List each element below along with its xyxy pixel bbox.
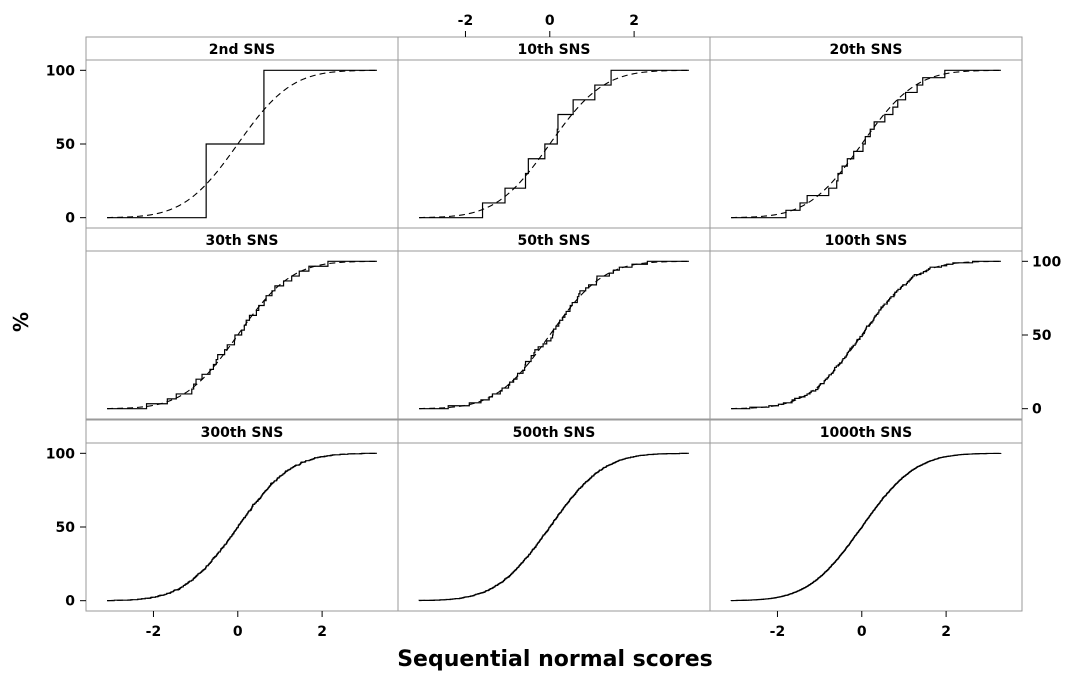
panel-50th-sns: 50th SNS — [397, 227, 711, 420]
y-tick-label: 0 — [1032, 402, 1042, 418]
normal-cdf-line — [419, 452, 689, 602]
panel-100th-sns: 100th SNS 0 50 100 — [709, 227, 1061, 420]
panel-30th-sns: 30th SNS — [85, 227, 399, 420]
panel-title: 300th SNS — [201, 425, 284, 441]
panel-frame — [85, 442, 399, 612]
panel-20th-sns: 20th SNS — [709, 36, 1023, 229]
normal-cdf-line — [731, 69, 1001, 219]
normal-cdf-line — [419, 260, 689, 410]
panel-2nd-sns: 2nd SNS 0 50 100 — [46, 36, 399, 229]
x-tick-label: -2 — [458, 13, 474, 29]
panel-title: 50th SNS — [518, 233, 591, 249]
panel-frame — [397, 442, 711, 612]
y-tick-label: 50 — [56, 137, 76, 153]
panel-frame — [397, 250, 711, 420]
panel-10th-sns: 10th SNS -2 0 2 — [397, 13, 711, 229]
x-tick-label: 2 — [317, 624, 327, 640]
x-tick-label: 2 — [629, 13, 639, 29]
empirical-step-line — [107, 452, 377, 602]
y-tick-label: 100 — [46, 446, 75, 462]
empirical-step-line — [419, 69, 689, 219]
panel-title: 500th SNS — [513, 425, 596, 441]
x-tick-label: -2 — [770, 624, 786, 640]
y-tick-label: 0 — [65, 594, 75, 610]
panel-1000th-sns: 1000th SNS -2 0 2 — [709, 419, 1023, 640]
panel-500th-sns: 500th SNS — [397, 419, 711, 612]
normal-cdf-line — [107, 260, 377, 410]
normal-cdf-line — [107, 452, 377, 602]
x-tick-label: 0 — [233, 624, 243, 640]
panel-frame — [709, 250, 1023, 420]
normal-cdf-line — [731, 260, 1001, 410]
empirical-step-line — [731, 260, 1001, 410]
y-tick-label: 50 — [56, 520, 76, 536]
y-tick-label: 100 — [1032, 254, 1061, 270]
panel-300th-sns: 300th SNS 0 50 100 -2 0 2 — [46, 419, 399, 640]
panel-title: 2nd SNS — [209, 42, 276, 58]
y-tick-label: 50 — [1032, 328, 1052, 344]
panel-frame — [709, 59, 1023, 229]
y-tick-label: 0 — [65, 211, 75, 227]
x-tick-label: 0 — [857, 624, 867, 640]
empirical-step-line — [418, 452, 689, 601]
x-tick-label: 2 — [941, 624, 951, 640]
empirical-step-line — [107, 69, 377, 219]
normal-cdf-line — [107, 69, 377, 219]
y-axis-label: % — [9, 312, 33, 332]
x-axis-label: Sequential normal scores — [397, 647, 713, 672]
y-tick-label: 100 — [46, 63, 75, 79]
panel-title: 10th SNS — [518, 42, 591, 58]
x-tick-label: 0 — [545, 13, 555, 29]
empirical-step-line — [730, 452, 1002, 602]
panel-title: 1000th SNS — [820, 425, 912, 441]
panel-title: 20th SNS — [830, 42, 903, 58]
panel-grid: 2nd SNS 0 50 100 10th SNS -2 0 2 20th SNS 30th SN… — [46, 13, 1062, 640]
panel-frame — [709, 442, 1023, 612]
empirical-step-line — [107, 260, 377, 410]
normal-cdf-line — [731, 452, 1001, 602]
x-tick-label: -2 — [146, 624, 162, 640]
empirical-step-line — [419, 260, 689, 410]
panel-title: 30th SNS — [206, 233, 279, 249]
normal-cdf-line — [419, 69, 689, 219]
empirical-step-line — [731, 69, 1001, 219]
panel-title: 100th SNS — [825, 233, 908, 249]
